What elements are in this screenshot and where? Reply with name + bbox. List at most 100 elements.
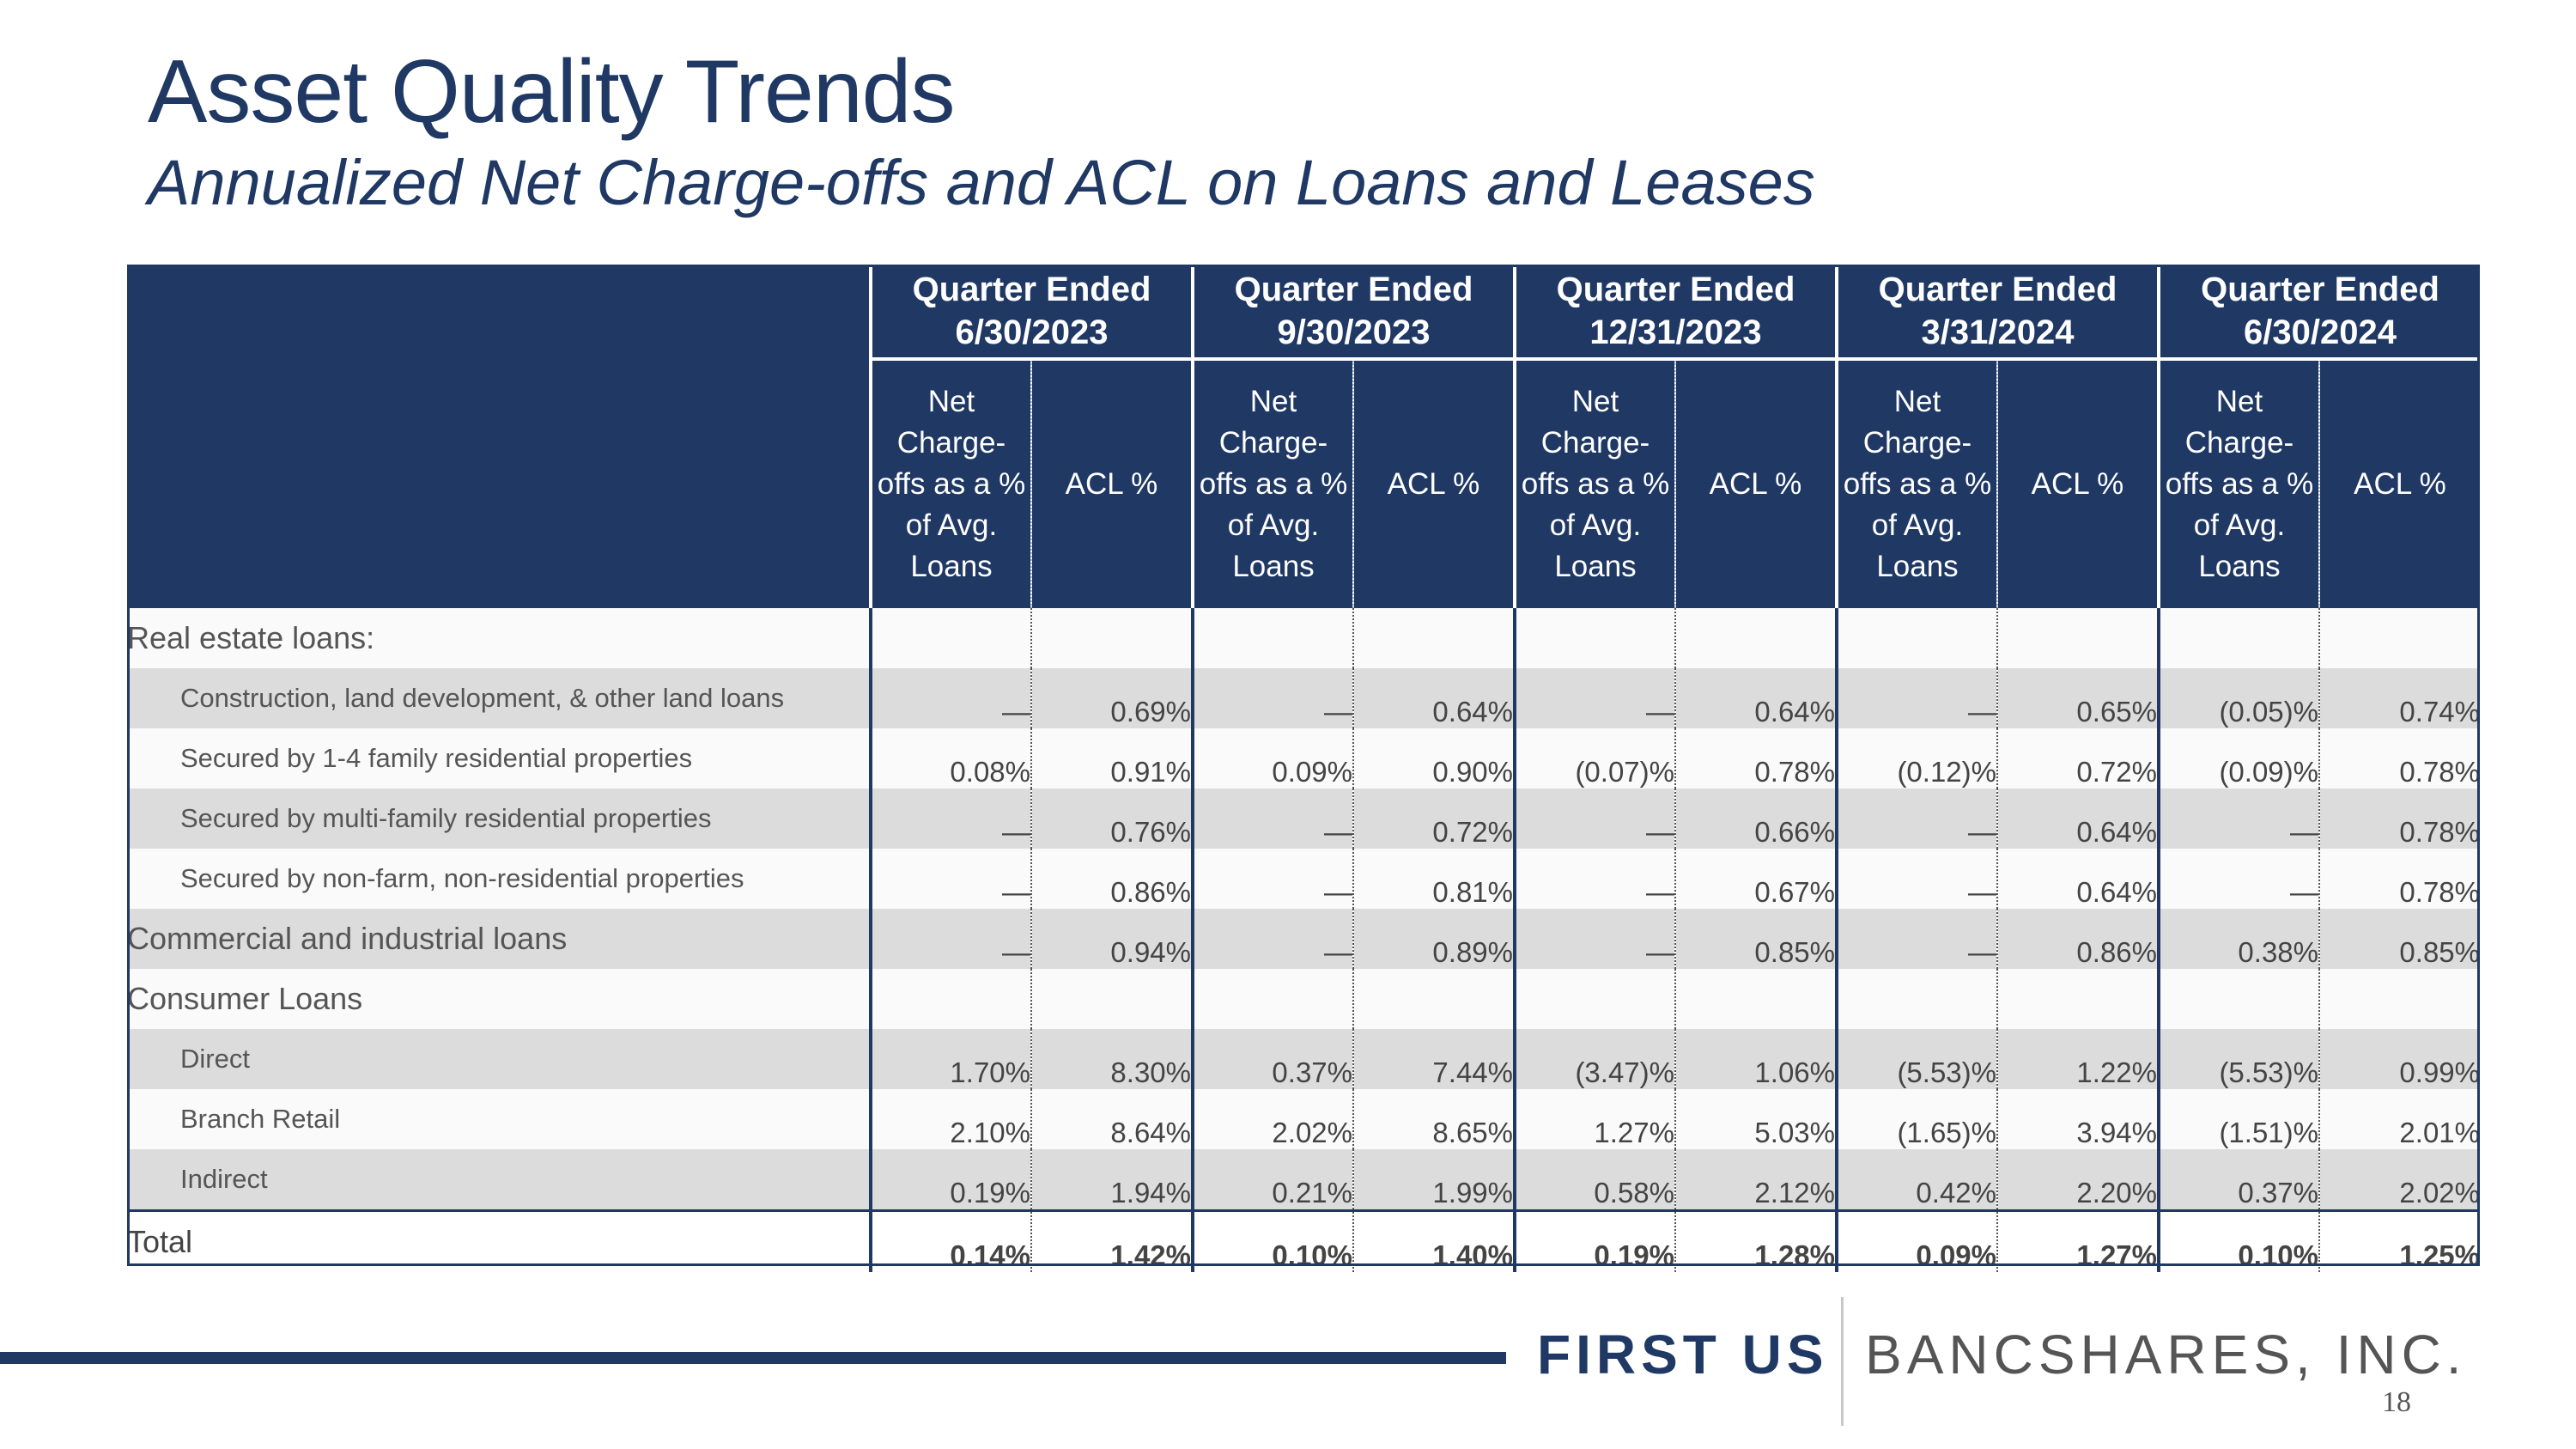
nco-value: — <box>1513 849 1676 909</box>
acl-value: 0.81% <box>1353 849 1515 909</box>
nco-value: 2.02% <box>1191 1089 1354 1149</box>
acl-value: 0.94% <box>1031 909 1193 969</box>
acl-value: 0.64% <box>1353 668 1515 728</box>
company-logo-first: FIRST US <box>1537 1324 1829 1385</box>
acl-value: 0.67% <box>1675 849 1837 909</box>
acl-value: 0.72% <box>1997 728 2159 788</box>
nco-value: — <box>1513 909 1676 969</box>
nco-value: — <box>869 668 1032 728</box>
nco-value: 0.14% <box>869 1209 1032 1272</box>
nco-value: (0.07)% <box>1513 728 1676 788</box>
acl-value: 2.12% <box>1675 1149 1837 1211</box>
nco-value: — <box>1191 668 1354 728</box>
page-title: Asset Quality Trends <box>148 42 956 142</box>
column-header-row: Net Charge-offs as a % of Avg. Loans ACL % … <box>127 359 2480 608</box>
nco-value: 0.10% <box>1191 1209 1354 1272</box>
acl-value: 0.72% <box>1353 788 1515 849</box>
acl-value: 0.64% <box>1675 668 1837 728</box>
acl-header: ACL % <box>1997 359 2159 608</box>
acl-value: 0.78% <box>2319 728 2480 788</box>
nco-value: — <box>1835 909 1998 969</box>
row-label: Construction, land development, & other … <box>127 668 871 728</box>
acl-value: 0.78% <box>2319 788 2480 849</box>
row-label: Secured by non-farm, non-residential pro… <box>127 849 871 909</box>
quarter-header-row: Quarter Ended 6/30/2023 Quarter Ended 9/30… <box>127 265 2480 608</box>
row-label: Commercial and industrial loans <box>127 909 871 969</box>
nco-value: (1.51)% <box>2157 1089 2320 1149</box>
acl-value: 0.90% <box>1353 728 1515 788</box>
acl-header: ACL % <box>1031 359 1193 608</box>
acl-value: 1.94% <box>1031 1149 1193 1211</box>
acl-value: 1.40% <box>1353 1209 1515 1272</box>
nco-value: 0.58% <box>1513 1149 1676 1211</box>
nco-value: (5.53)% <box>1835 1029 1998 1089</box>
row-label: Branch Retail <box>127 1089 871 1149</box>
quarter-header-q5: Quarter Ended 6/30/2024 <box>2157 265 2480 361</box>
acl-value: 1.22% <box>1997 1029 2159 1089</box>
row-label: Direct <box>127 1029 871 1089</box>
acl-value: 0.99% <box>2319 1029 2480 1089</box>
table-row-multi-family: Secured by multi-family residential prop… <box>127 788 2480 849</box>
acl-value: 0.89% <box>1353 909 1515 969</box>
footer-rule <box>0 1352 1506 1364</box>
nco-value: — <box>1513 788 1676 849</box>
page-subtitle: Annualized Net Charge-offs and ACL on Lo… <box>148 147 1815 218</box>
nco-value: 0.37% <box>1191 1029 1354 1089</box>
nco-value: (0.12)% <box>1835 728 1998 788</box>
acl-value: 0.64% <box>1997 788 2159 849</box>
nco-value: 0.09% <box>1835 1209 1998 1272</box>
nco-value: 0.19% <box>1513 1209 1676 1272</box>
nco-value: — <box>869 788 1032 849</box>
nco-value: 0.09% <box>1191 728 1354 788</box>
nco-value: 0.21% <box>1191 1149 1354 1211</box>
nco-value: — <box>2157 849 2320 909</box>
acl-value: 2.02% <box>2319 1149 2480 1211</box>
nco-value: — <box>2157 788 2320 849</box>
nco-value: (1.65)% <box>1835 1089 1998 1149</box>
asset-quality-table: Quarter Ended 6/30/2023 Quarter Ended 9/30… <box>127 265 2480 1272</box>
acl-value: 3.94% <box>1997 1089 2159 1149</box>
row-label: Indirect <box>127 1149 871 1211</box>
nco-value: 2.10% <box>869 1089 1032 1149</box>
acl-header: ACL % <box>1353 359 1515 608</box>
table-row-branch-retail: Branch Retail 2.10% 8.64% 2.02% 8.65% 1.27% 5… <box>127 1089 2480 1149</box>
quarter-header-q2: Quarter Ended 9/30/2023 <box>1191 265 1515 361</box>
acl-value: 0.69% <box>1031 668 1193 728</box>
nco-value: 0.19% <box>869 1149 1032 1211</box>
row-label: Secured by 1-4 family residential proper… <box>127 728 871 788</box>
row-label: Total <box>127 1209 871 1272</box>
nco-value: (0.05)% <box>2157 668 2320 728</box>
acl-value: 1.27% <box>1997 1209 2159 1272</box>
acl-value: 7.44% <box>1353 1029 1515 1089</box>
row-label: Real estate loans: <box>127 608 871 668</box>
nco-value: 0.42% <box>1835 1149 1998 1211</box>
quarter-header-q4: Quarter Ended 3/31/2024 <box>1835 265 2159 361</box>
acl-value: 1.99% <box>1353 1149 1515 1211</box>
table-row-non-farm: Secured by non-farm, non-residential pro… <box>127 849 2480 909</box>
nco-header: Net Charge-offs as a % of Avg. Loans <box>1835 359 1998 608</box>
acl-value: 1.25% <box>2319 1209 2480 1272</box>
acl-value: 0.66% <box>1675 788 1837 849</box>
table-row-commercial: Commercial and industrial loans —0.94% —0… <box>127 909 2480 969</box>
logo-divider <box>1841 1297 1844 1426</box>
page-number: 18 <box>2382 1386 2411 1418</box>
acl-value: 0.86% <box>1031 849 1193 909</box>
acl-value: 0.74% <box>2319 668 2480 728</box>
nco-value: — <box>1835 849 1998 909</box>
nco-value: — <box>1191 909 1354 969</box>
nco-value: — <box>1191 849 1354 909</box>
quarter-header-q3: Quarter Ended 12/31/2023 <box>1513 265 1837 361</box>
nco-value: — <box>1191 788 1354 849</box>
nco-value: — <box>1835 668 1998 728</box>
table-row-consumer: Consumer Loans <box>127 969 2480 1029</box>
acl-value: 0.85% <box>2319 909 2480 969</box>
acl-value: 1.28% <box>1675 1209 1837 1272</box>
acl-header: ACL % <box>2319 359 2480 608</box>
table-row-construction: Construction, land development, & other … <box>127 668 2480 728</box>
nco-header: Net Charge-offs as a % of Avg. Loans <box>1513 359 1676 608</box>
nco-value: (0.09)% <box>2157 728 2320 788</box>
table-row-direct: Direct 1.70% 8.30% 0.37% 7.44% (3.47)% 1.06%(… <box>127 1029 2480 1089</box>
acl-value: 0.91% <box>1031 728 1193 788</box>
nco-value: 1.27% <box>1513 1089 1676 1149</box>
acl-value: 0.64% <box>1997 849 2159 909</box>
